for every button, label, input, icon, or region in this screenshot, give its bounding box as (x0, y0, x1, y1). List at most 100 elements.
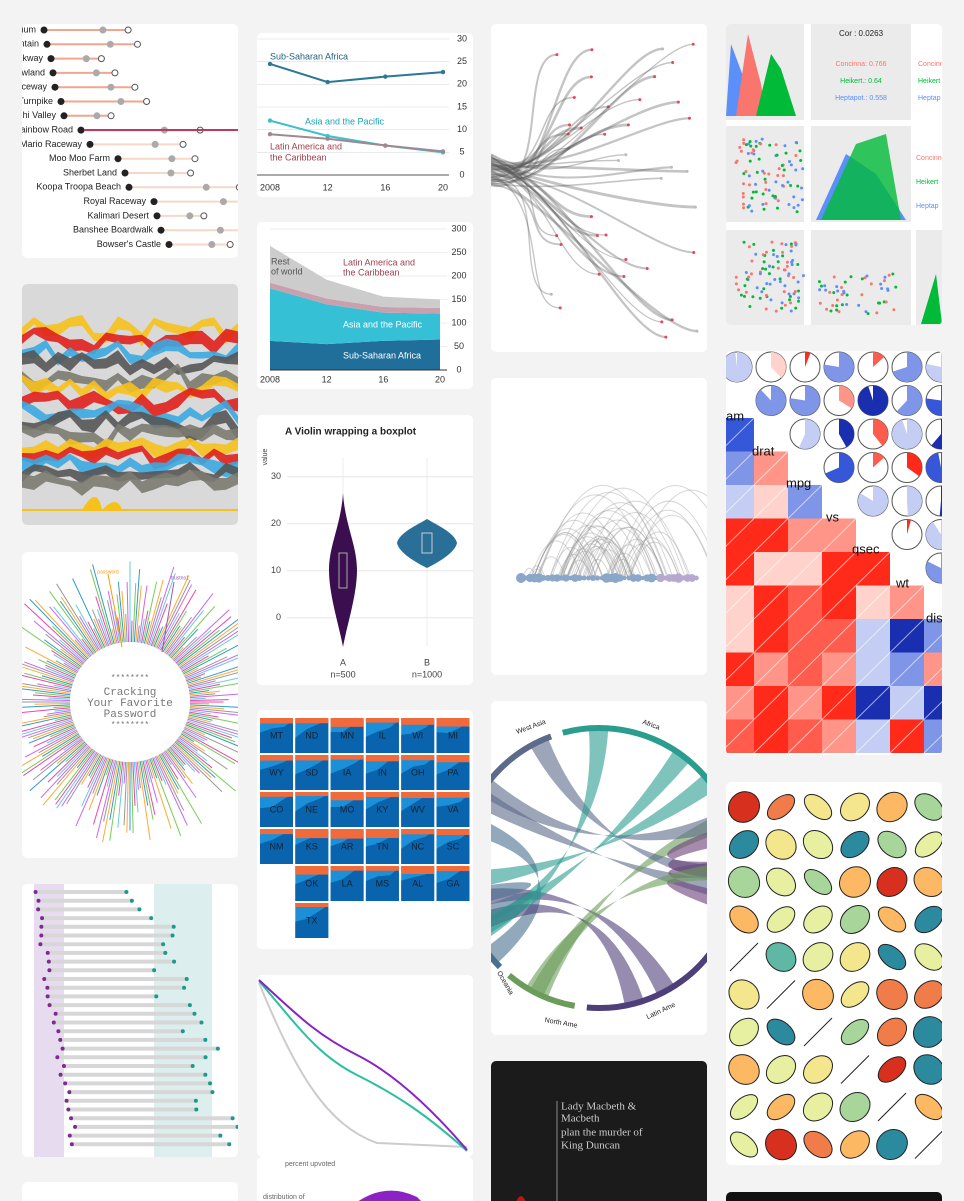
ray (166, 593, 214, 655)
dot (58, 1072, 63, 1077)
y-tick-label: 0 (456, 364, 461, 374)
ray (142, 760, 156, 815)
track-label: ntain (22, 39, 39, 49)
chord (491, 824, 541, 964)
dot (73, 1124, 78, 1129)
ray (92, 564, 115, 645)
card[interactable] (22, 884, 238, 1157)
ray (29, 741, 86, 792)
node (693, 205, 697, 209)
card[interactable] (22, 284, 238, 525)
ray (34, 599, 90, 659)
point (762, 207, 766, 211)
ray (187, 672, 238, 687)
card[interactable]: ium ntain kway wland ceway Turnpike hi Valley a… (22, 24, 238, 258)
branch (491, 123, 570, 176)
card[interactable]: A Violin wrapping a boxplot value 0 10 20 30 A… (257, 415, 473, 685)
dot (161, 942, 166, 947)
state-label: SC (447, 841, 460, 851)
track-label: ceway (22, 82, 47, 92)
y-tick-label: 30 (457, 33, 467, 43)
point (789, 242, 793, 246)
dot (154, 994, 159, 999)
title-line: ******** (111, 721, 149, 730)
point (734, 282, 738, 286)
point (762, 260, 766, 264)
state-label: NC (411, 841, 424, 851)
card[interactable] (22, 1182, 238, 1201)
card[interactable]: 0 50 100 150 200 250 300 2008 12 16 20 Sub-Saharan … (257, 222, 473, 389)
ray (187, 718, 238, 735)
ray (138, 585, 148, 643)
point (775, 206, 779, 210)
arc (560, 487, 686, 579)
tile-area (365, 720, 399, 753)
ray (189, 708, 238, 716)
ray (179, 626, 238, 669)
pie (858, 486, 888, 516)
node (597, 272, 601, 276)
tile-top (295, 792, 329, 797)
title: A Violin wrapping a boxplot (285, 427, 417, 438)
point (794, 243, 798, 247)
card[interactable]: 0 5 10 15 20 25 30 2008 12 16 20 Sub-Saharan Africa… (257, 33, 473, 197)
card[interactable]: am drat mpg vs qsec wt dis (726, 351, 942, 755)
card[interactable]: Cor : 0.0263 Concinna: 0.766 Heikert.: 0.6… (726, 24, 942, 325)
point (845, 293, 849, 297)
card[interactable] (726, 782, 942, 1165)
cell (726, 552, 754, 586)
node (624, 153, 628, 157)
track-label: Koopa Troopa Beach (36, 182, 121, 192)
point (790, 263, 794, 267)
node (640, 575, 645, 581)
var-label: qsec (852, 541, 880, 556)
ray (61, 751, 98, 807)
ray (164, 750, 186, 779)
card[interactable] (491, 378, 707, 675)
hatch (889, 719, 925, 754)
ellipse (839, 905, 871, 934)
branch (491, 162, 696, 209)
ray (49, 725, 76, 738)
node (589, 75, 593, 79)
card[interactable] (491, 24, 707, 352)
card[interactable]: percent upvoted distribution of (257, 1157, 473, 1201)
track-dot (82, 55, 90, 63)
ellipse (839, 942, 871, 972)
card[interactable]: Lady Macbeth & Macbeth plan the murder of K… (491, 1061, 707, 1201)
branch (491, 153, 626, 170)
tile-area (401, 757, 435, 790)
ellipse (728, 979, 760, 1010)
stream-band (22, 315, 238, 347)
density (821, 134, 901, 220)
point (787, 272, 791, 276)
card[interactable]: password trustno1 ******** Cracking Your Fav… (22, 552, 238, 858)
point (836, 289, 840, 293)
ray (186, 720, 238, 738)
ray (53, 606, 93, 656)
track-label: Bowser's Castle (97, 239, 161, 249)
track-dot (216, 226, 224, 234)
annotation: password (97, 569, 119, 575)
ray (42, 747, 92, 806)
point (777, 167, 781, 171)
y-tick-label: 15 (457, 101, 467, 111)
tile-top (401, 829, 435, 835)
track-dot (49, 69, 57, 77)
ray (162, 625, 181, 653)
point (774, 309, 778, 313)
card[interactable] (257, 975, 473, 1157)
ray (32, 739, 84, 781)
dot (227, 1142, 232, 1147)
card[interactable]: MT ND MN IL WI MI WY SD IA IN OH PA CO NE MO KY WV VA NM KS… (257, 710, 473, 949)
ray (42, 733, 80, 757)
card[interactable] (726, 1192, 942, 1201)
cor-label: Concinna: 0.766 (836, 61, 887, 68)
ray (22, 707, 71, 713)
pie (926, 385, 942, 416)
point (747, 275, 751, 279)
ray (76, 748, 93, 769)
ray (164, 616, 192, 654)
card[interactable]: West Asia Africa North Ame Latin Ame Oceania (491, 701, 707, 1035)
